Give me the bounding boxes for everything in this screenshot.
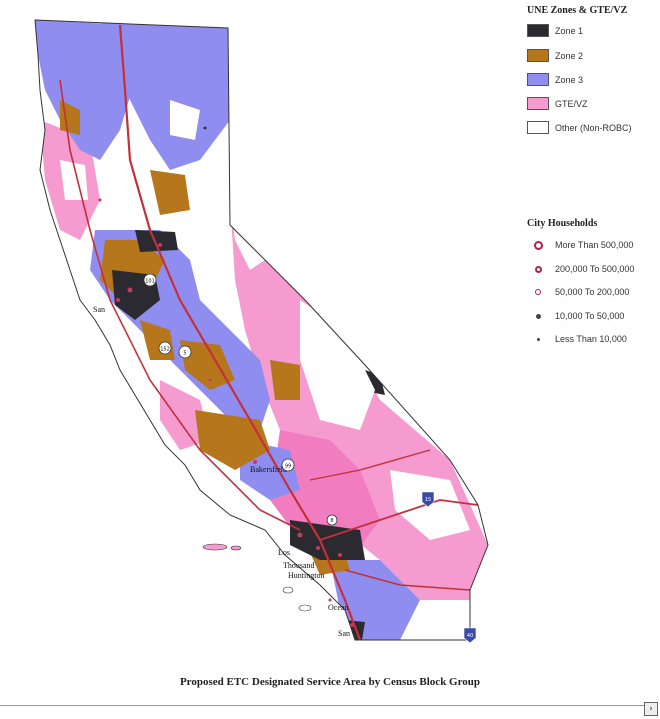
legend-label: Zone 3 — [555, 74, 584, 85]
legend-label: Zone 1 — [555, 25, 584, 36]
route-shield-label: 40 — [467, 633, 473, 639]
dot-icon — [534, 265, 542, 273]
legend-item-zone-3: Zone 3 — [527, 73, 583, 86]
legend-swatch — [527, 24, 549, 37]
route-shield-label: 5 — [183, 351, 186, 357]
legend-swatch — [527, 97, 549, 110]
legend-zones-title: UNE Zones & GTE/VZ — [527, 5, 628, 16]
legend-label: 200,000 To 500,000 — [555, 264, 635, 274]
legend-swatch — [527, 49, 549, 62]
route-shield: 40 — [463, 627, 477, 644]
legend-item-city-2: 200,000 To 500,000 — [527, 264, 634, 274]
route-shield-label: 8 — [330, 518, 333, 524]
legend-item-city-5: Less Than 10,000 — [527, 334, 627, 344]
dot-icon — [535, 289, 541, 295]
legend-item-city-4: 10,000 To 50,000 — [527, 311, 624, 321]
legend-label: Less Than 10,000 — [555, 334, 627, 344]
california-service-area-map: San Bakersfield Los Thousand Huntington … — [34, 19, 489, 644]
dot-icon — [536, 337, 540, 341]
route-shield-label: 99 — [285, 464, 291, 470]
legend-item-zone-1: Zone 1 — [527, 24, 583, 37]
legend-zones: UNE Zones & GTE/VZ Zone 1 Zone 2 Zone 3 … — [527, 5, 657, 165]
dot-icon — [533, 240, 543, 250]
legend-item-gte-vz: GTE/VZ — [527, 97, 588, 110]
legend-cities-title: City Households — [527, 218, 598, 229]
scroll-arrow-icon[interactable]: › — [644, 702, 658, 716]
route-shield: 8 — [326, 514, 338, 526]
legend-label: Other (Non-ROBC) — [555, 122, 632, 133]
dot-icon — [535, 313, 541, 319]
city-label: Ocean — [328, 603, 348, 612]
route-shield: 15 — [421, 491, 435, 508]
legend-label: 10,000 To 50,000 — [555, 311, 625, 321]
route-shield-label: 15 — [425, 497, 431, 503]
route-shield: 99 — [281, 458, 295, 472]
route-shield: 101 — [143, 273, 157, 287]
route-shield: 5 — [178, 345, 192, 359]
legend-item-city-3: 50,000 To 200,000 — [527, 287, 629, 297]
city-label: San — [338, 629, 350, 638]
route-shield: 152 — [158, 341, 172, 355]
route-shield-label: 101 — [145, 279, 155, 285]
legend-label: Zone 2 — [555, 50, 584, 61]
map-caption: Proposed ETC Designated Service Area by … — [179, 676, 481, 688]
legend-swatch — [527, 121, 549, 134]
legend-swatch — [527, 73, 549, 86]
city-label: Bakersfield — [250, 465, 287, 474]
city-label: Huntington — [288, 571, 324, 580]
city-label: Los — [278, 548, 290, 557]
divider — [0, 705, 648, 706]
legend-item-other: Other (Non-ROBC) — [527, 121, 632, 134]
city-label: San — [93, 305, 105, 314]
legend-item-zone-2: Zone 2 — [527, 49, 583, 62]
legend-label: 50,000 To 200,000 — [555, 287, 630, 297]
legend-label: GTE/VZ — [555, 98, 588, 109]
legend-item-city-1: More Than 500,000 — [527, 240, 633, 250]
legend-cities: City Households More Than 500,000 200,00… — [527, 218, 657, 358]
route-shield-label: 152 — [160, 347, 170, 353]
legend-label: More Than 500,000 — [555, 240, 634, 250]
city-label: Thousand — [283, 561, 315, 570]
